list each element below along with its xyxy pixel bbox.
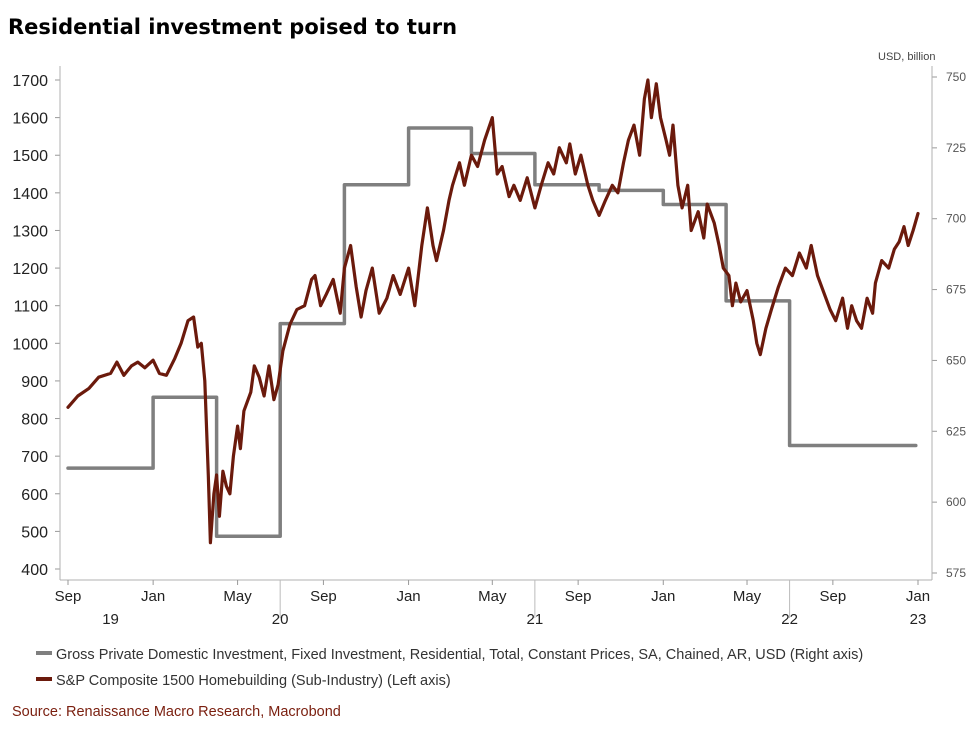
- legend: Gross Private Domestic Investment, Fixed…: [36, 647, 863, 689]
- left-tick-label: 400: [21, 562, 48, 579]
- x-tick-label: Sep: [55, 588, 82, 605]
- right-tick-label: 650: [946, 353, 966, 367]
- left-tick-label: 1400: [12, 186, 48, 203]
- right-tick-label: 600: [946, 495, 966, 509]
- x-tick-label: Jan: [141, 588, 165, 605]
- source-note: Source: Renaissance Macro Research, Macr…: [12, 704, 341, 720]
- right-tick-label: 725: [946, 141, 966, 155]
- x-tick-label: Sep: [820, 588, 847, 605]
- series-layer: [66, 78, 920, 545]
- x-tick-label: Jan: [396, 588, 420, 605]
- chart-title: Residential investment poised to turn: [8, 15, 457, 39]
- right-tick-label: 625: [946, 424, 966, 438]
- x-tick-label: Sep: [565, 588, 592, 605]
- legend-label-residential: Gross Private Domestic Investment, Fixed…: [56, 647, 863, 663]
- left-axis-ticks: 400 500 600 700 800 900 1000 1100 1200 1300 1400 15…: [12, 73, 60, 579]
- x-year-label: 23: [910, 611, 927, 628]
- left-tick-label: 1100: [14, 299, 49, 316]
- x-axis: Sep Jan May Sep Jan May Sep Jan May Sep Jan 19 20 21 2…: [55, 580, 930, 628]
- right-axis-ticks: 575 600 625 650 675 700 725 750: [932, 70, 966, 580]
- right-axis-unit: USD, billion: [878, 51, 935, 63]
- left-tick-label: 1200: [12, 261, 48, 278]
- x-year-label: 20: [272, 611, 289, 628]
- series-line-residential-investment: [66, 126, 918, 538]
- series-line-homebuilding-index: [66, 78, 920, 545]
- left-tick-label: 700: [21, 449, 48, 466]
- x-year-label: 19: [102, 611, 119, 628]
- left-tick-label: 1600: [12, 111, 48, 128]
- plot-frame: [59, 66, 933, 581]
- left-tick-label: 900: [21, 374, 48, 391]
- left-tick-label: 1000: [12, 336, 48, 353]
- right-tick-label: 750: [946, 70, 966, 84]
- x-year-label: 22: [781, 611, 798, 628]
- x-tick-label: May: [478, 588, 507, 605]
- right-tick-label: 700: [946, 212, 966, 226]
- x-year-label: 21: [527, 611, 544, 628]
- x-tick-label: Jan: [906, 588, 930, 605]
- right-tick-label: 575: [946, 566, 966, 580]
- right-tick-label: 675: [946, 283, 966, 297]
- x-tick-label: May: [223, 588, 252, 605]
- left-tick-label: 500: [21, 524, 48, 541]
- x-tick-label: Sep: [310, 588, 337, 605]
- left-tick-label: 1300: [12, 223, 48, 240]
- x-tick-label: May: [733, 588, 762, 605]
- left-tick-label: 600: [21, 487, 48, 504]
- left-tick-label: 800: [21, 412, 48, 429]
- x-tick-label: Jan: [651, 588, 675, 605]
- left-tick-label: 1500: [12, 148, 48, 165]
- left-tick-label: 1700: [12, 73, 48, 90]
- legend-label-homebuilding: S&P Composite 1500 Homebuilding (Sub-Ind…: [56, 673, 451, 689]
